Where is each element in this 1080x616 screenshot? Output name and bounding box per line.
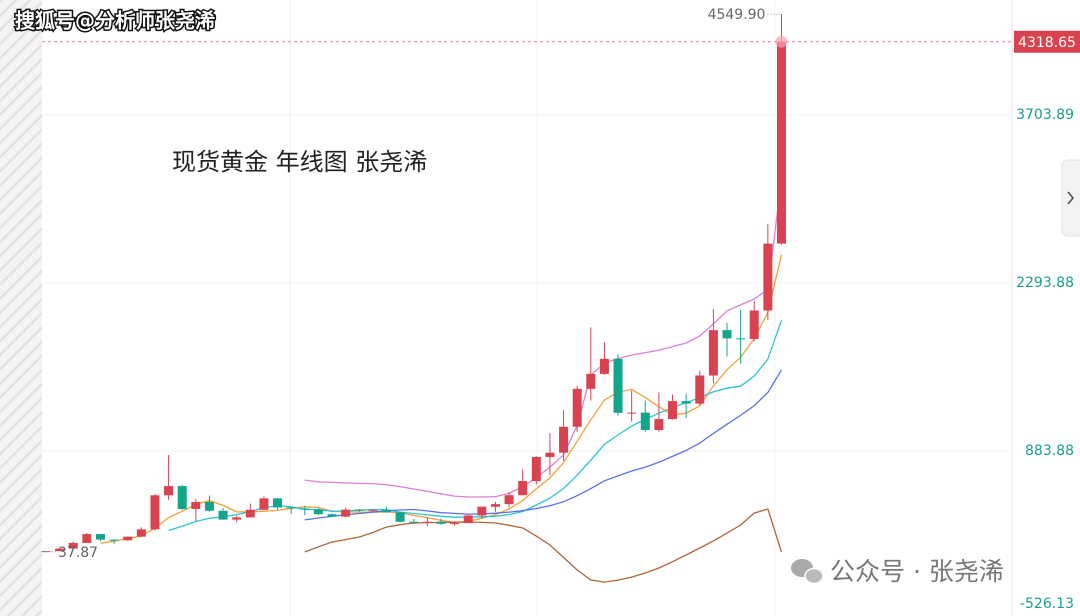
candle-body bbox=[259, 498, 269, 510]
candle-body bbox=[354, 509, 364, 511]
candle-body bbox=[286, 507, 296, 509]
candle-body bbox=[150, 495, 160, 530]
candle-body bbox=[422, 521, 432, 523]
wechat-icon bbox=[791, 559, 824, 585]
watermark: 搜狐号@分析师张尧浠 bbox=[15, 9, 215, 33]
candle-body bbox=[531, 456, 541, 482]
candle-body bbox=[68, 542, 78, 549]
candle-body bbox=[504, 495, 514, 505]
candle-body bbox=[232, 517, 242, 520]
y-tick-label: 3703.89 bbox=[1016, 107, 1074, 123]
candle-body bbox=[191, 501, 201, 509]
candle-body bbox=[177, 486, 187, 509]
candle-body bbox=[654, 419, 664, 431]
candle-body bbox=[477, 506, 487, 516]
candle-body bbox=[708, 330, 718, 376]
candle-body bbox=[640, 412, 650, 431]
candle-body bbox=[95, 534, 105, 540]
candle-body bbox=[586, 373, 596, 389]
line-series bbox=[304, 369, 783, 521]
candle-body bbox=[668, 401, 678, 420]
candle-body bbox=[627, 412, 637, 414]
candle-body bbox=[490, 504, 500, 507]
chevron[interactable] bbox=[1067, 191, 1075, 205]
candle-body bbox=[395, 512, 405, 522]
candle-body bbox=[572, 388, 582, 427]
line-series bbox=[304, 508, 783, 583]
candle-body bbox=[763, 243, 773, 311]
candle-body bbox=[749, 310, 759, 339]
candle-body bbox=[450, 523, 460, 525]
candle-body bbox=[545, 452, 555, 457]
candle-body bbox=[313, 509, 323, 515]
side-tab[interactable] bbox=[1061, 159, 1080, 237]
candle-body bbox=[341, 509, 351, 517]
candle-body bbox=[218, 510, 228, 520]
candle-body bbox=[613, 358, 623, 413]
candle-body bbox=[55, 548, 65, 552]
candle-body bbox=[164, 486, 174, 496]
y-tick-label: 2293.88 bbox=[1016, 275, 1074, 291]
candle-body bbox=[123, 536, 133, 541]
candle-body bbox=[368, 510, 378, 512]
candle-body bbox=[300, 508, 310, 510]
candle-body bbox=[245, 509, 255, 518]
candle-body bbox=[382, 510, 391, 513]
candle-body bbox=[736, 338, 746, 340]
candle-body bbox=[722, 330, 732, 339]
candle-body bbox=[436, 521, 446, 524]
candle-body bbox=[559, 426, 569, 453]
y-tick-label: 883.88 bbox=[1025, 443, 1074, 459]
candle-body bbox=[409, 521, 419, 523]
footer: 公众号 · 张尧浠 bbox=[830, 557, 1004, 586]
last-price-box bbox=[1014, 30, 1080, 53]
candle-body bbox=[273, 498, 283, 508]
low-label: 37.87 bbox=[58, 545, 98, 561]
plot bbox=[41, 14, 1012, 583]
candle-body bbox=[109, 539, 119, 541]
candle-body bbox=[599, 358, 609, 374]
side-tab-bg[interactable] bbox=[1061, 159, 1080, 237]
candle-body bbox=[82, 534, 92, 543]
high-label: 4549.90 bbox=[708, 7, 766, 23]
line-series bbox=[100, 254, 783, 544]
candle-body bbox=[463, 515, 473, 524]
chart-title: 现货黄金 年线图 张尧浠 bbox=[172, 148, 427, 176]
candle-body bbox=[518, 481, 528, 496]
y-tick-label: -526.13 bbox=[1020, 596, 1074, 612]
candle-body bbox=[327, 514, 337, 517]
last-price-label: 4318.65 bbox=[1018, 35, 1076, 51]
line-series bbox=[304, 178, 783, 498]
candle-body bbox=[776, 41, 786, 244]
candle-body bbox=[136, 529, 146, 537]
hatched-strip bbox=[0, 0, 42, 616]
candle-body bbox=[695, 375, 705, 404]
line-series bbox=[168, 320, 783, 532]
candle-body bbox=[681, 401, 691, 404]
last-price-dot bbox=[775, 35, 788, 48]
candle-body bbox=[204, 501, 214, 511]
